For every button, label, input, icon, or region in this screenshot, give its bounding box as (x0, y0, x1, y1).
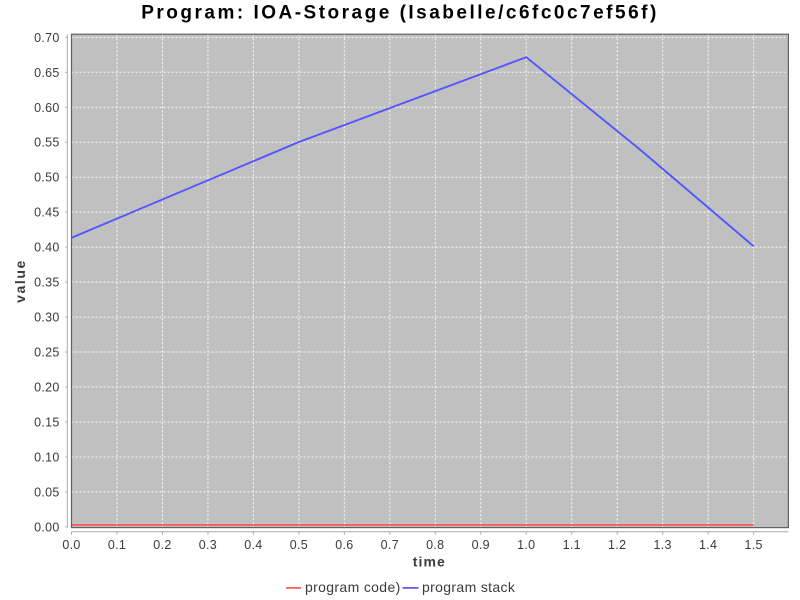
svg-text:0.40: 0.40 (34, 241, 60, 255)
svg-text:1.4: 1.4 (699, 538, 717, 552)
svg-text:value: value (12, 259, 28, 303)
svg-text:0.05: 0.05 (34, 485, 60, 499)
svg-text:0.7: 0.7 (381, 538, 399, 552)
svg-text:1.3: 1.3 (654, 538, 672, 552)
svg-text:0.70: 0.70 (34, 31, 60, 45)
svg-text:1.2: 1.2 (608, 538, 626, 552)
svg-text:0.45: 0.45 (34, 206, 60, 220)
svg-text:0.20: 0.20 (34, 381, 60, 395)
svg-text:program stack: program stack (422, 579, 516, 595)
svg-text:program code): program code) (305, 579, 401, 595)
svg-text:0.50: 0.50 (34, 171, 60, 185)
svg-text:0.60: 0.60 (34, 101, 60, 115)
svg-text:0.55: 0.55 (34, 136, 60, 150)
svg-text:1.5: 1.5 (744, 538, 762, 552)
svg-text:0.9: 0.9 (472, 538, 490, 552)
svg-text:time: time (413, 554, 446, 570)
svg-text:0.1: 0.1 (108, 538, 126, 552)
svg-text:0.15: 0.15 (34, 415, 60, 429)
svg-text:0.6: 0.6 (335, 538, 353, 552)
svg-text:Program: IOA-Storage (Isabelle: Program: IOA-Storage (Isabelle/c6fc0c7ef… (141, 3, 659, 24)
svg-text:0.10: 0.10 (34, 450, 60, 464)
svg-text:0.30: 0.30 (34, 311, 60, 325)
svg-text:0.25: 0.25 (34, 346, 60, 360)
svg-text:0.35: 0.35 (34, 276, 60, 290)
svg-text:0.2: 0.2 (153, 538, 171, 552)
svg-text:0.4: 0.4 (244, 538, 262, 552)
svg-text:1.1: 1.1 (563, 538, 581, 552)
svg-text:0.65: 0.65 (34, 66, 60, 80)
svg-text:0.8: 0.8 (426, 538, 444, 552)
svg-text:0.3: 0.3 (199, 538, 217, 552)
svg-text:1.0: 1.0 (517, 538, 535, 552)
svg-text:0.5: 0.5 (290, 538, 308, 552)
svg-text:0.00: 0.00 (34, 520, 60, 534)
svg-text:0.0: 0.0 (62, 538, 80, 552)
